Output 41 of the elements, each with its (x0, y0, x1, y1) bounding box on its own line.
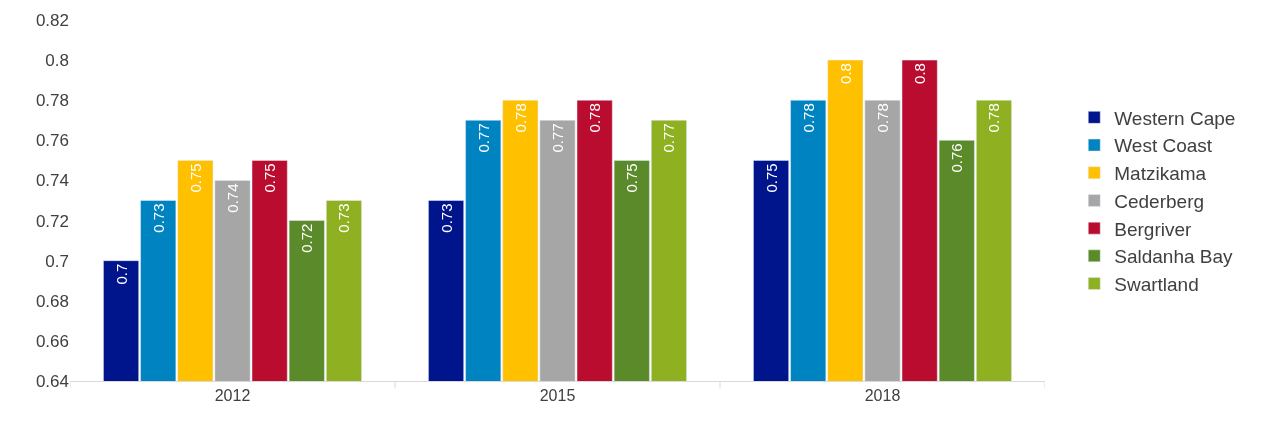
y-tick-label: 0.76 (35, 131, 69, 151)
data-label: 0.73 (149, 203, 167, 233)
legend-label: Saldanha Bay (1114, 246, 1234, 268)
data-label: 0.75 (186, 163, 204, 193)
y-tick-label: 0.66 (35, 331, 69, 351)
y-tick-label: 0.8 (45, 51, 69, 71)
data-label: 0.77 (474, 123, 492, 153)
y-tick-label: 0.64 (35, 371, 69, 391)
data-label: 0.78 (985, 103, 1003, 133)
y-tick-label: 0.72 (35, 211, 69, 231)
y-tick-label: 0.74 (35, 171, 69, 191)
legend-label: Bergriver (1114, 218, 1192, 240)
x-tick-label: 2015 (539, 387, 576, 405)
y-tick-label: 0.7 (45, 251, 69, 271)
data-label: 0.78 (586, 103, 604, 133)
x-tick-label: 2018 (864, 387, 901, 405)
data-label: 0.78 (511, 103, 529, 133)
data-label: 0.76 (948, 143, 966, 173)
x-tick-label: 2012 (214, 387, 251, 405)
data-label: 0.8 (911, 63, 929, 84)
data-label: 0.8 (836, 63, 854, 84)
y-tick-label: 0.82 (35, 10, 69, 30)
legend-label: Cederberg (1114, 190, 1205, 212)
data-label: 0.75 (623, 163, 641, 193)
y-tick-label: 0.68 (35, 291, 69, 311)
data-label: 0.74 (224, 183, 241, 213)
legend-label: Swartland (1114, 273, 1199, 295)
data-label: 0.75 (762, 163, 780, 193)
data-label: 0.72 (298, 223, 316, 253)
data-label: 0.73 (335, 203, 353, 233)
data-label: 0.78 (874, 103, 891, 133)
legend-label: West Coast (1114, 135, 1213, 157)
data-label: 0.77 (660, 123, 678, 153)
data-label: 0.7 (112, 263, 130, 285)
y-tick-label: 0.78 (35, 91, 69, 111)
legend-label: Western Cape (1114, 107, 1236, 129)
data-label: 0.73 (437, 203, 455, 233)
data-label: 0.75 (261, 163, 279, 193)
data-label: 0.77 (549, 123, 566, 153)
data-label: 0.78 (799, 103, 817, 133)
legend-label: Matzikama (1114, 163, 1207, 185)
